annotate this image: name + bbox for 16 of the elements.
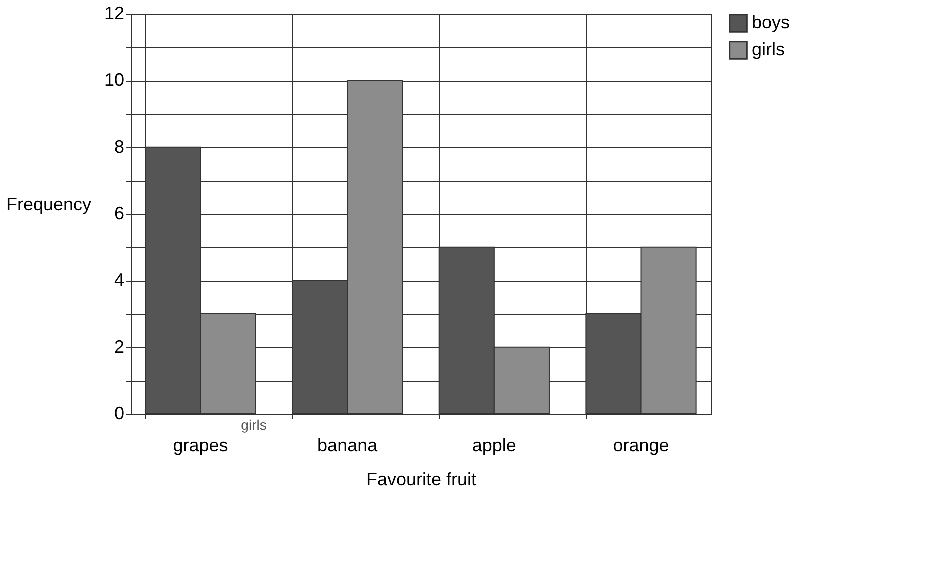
y-tick-label: 2 — [114, 336, 124, 357]
x-axis-title: Favourite fruit — [366, 470, 477, 490]
x-tick-label: orange — [613, 436, 670, 456]
y-axis-title: Frequency — [6, 194, 92, 214]
y-tick-label: 8 — [114, 136, 124, 157]
y-tick-label: 0 — [114, 404, 124, 424]
legend-label: girls — [752, 40, 786, 60]
y-tick-label: 4 — [114, 270, 124, 290]
y-tick-label: 12 — [104, 4, 124, 24]
y-tick-label: 10 — [104, 70, 124, 90]
x-tick-label: grapes — [173, 436, 228, 456]
x-tick-label: apple — [472, 436, 516, 456]
y-tick-label: 6 — [114, 204, 124, 224]
legend-label: boys — [752, 12, 790, 32]
x-tick-label: banana — [318, 436, 379, 456]
text: girls — [241, 417, 267, 433]
